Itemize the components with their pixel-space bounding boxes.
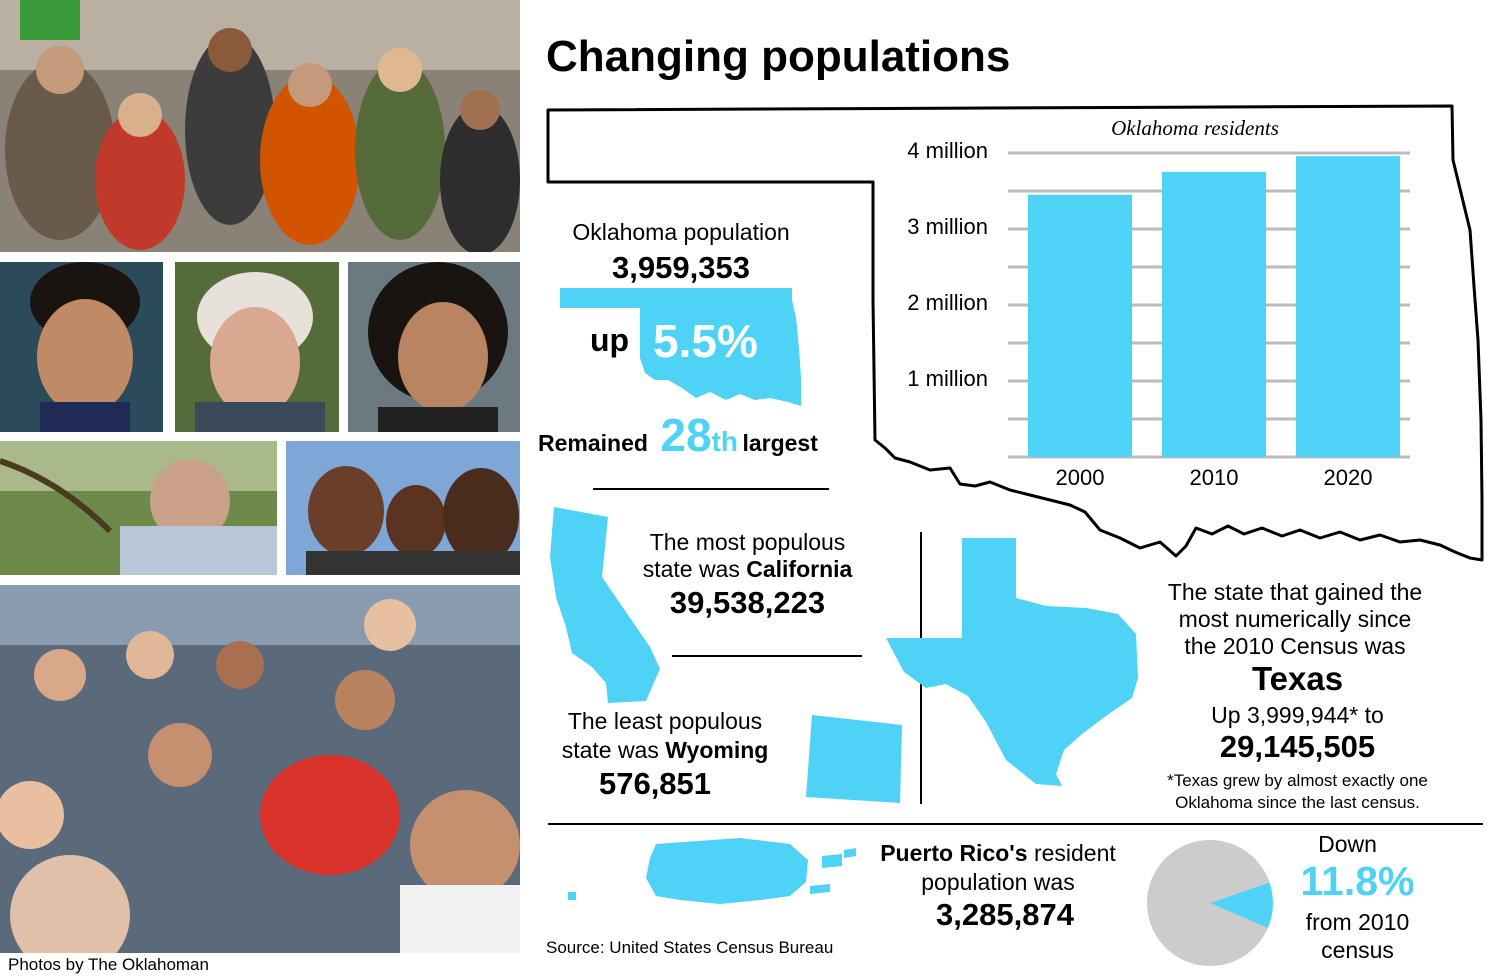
puerto-rico-population: 3,285,874 [936, 897, 1074, 932]
divider-under-oklahoma [593, 488, 829, 490]
pie-slice-decline [1210, 882, 1273, 929]
photo-children-cheering [286, 441, 520, 575]
puerto-rico-line1-post: resident [1027, 840, 1116, 866]
photo-crowd [0, 0, 520, 252]
rank-suffix: th [711, 426, 738, 457]
texas-line2: most numerically since [1178, 606, 1412, 632]
bar-2000 [1028, 194, 1132, 457]
oklahoma-up-word: up [590, 322, 630, 358]
california-line2-prefix: state was [642, 556, 747, 582]
y-tick-label: 2 million [907, 290, 988, 315]
texas-line3: the 2010 Census was [1184, 633, 1406, 659]
california-name: California [746, 556, 853, 582]
oklahoma-rank: Remained 28th largest [538, 408, 818, 462]
wyoming-name: Wyoming [665, 737, 769, 763]
oklahoma-population-value: 3,959,353 [612, 250, 750, 285]
pr-change-down: Down [1318, 831, 1377, 857]
chart-title: Oklahoma residents [1111, 116, 1279, 140]
x-tick-label: 2020 [1323, 465, 1373, 490]
texas-note-line1: *Texas grew by almost exactly one [1167, 771, 1428, 790]
texas-line1: The state that gained the [1167, 579, 1423, 605]
texas-name: Texas [1251, 660, 1344, 697]
photo-credit: Photos by The Oklahoman [8, 955, 209, 974]
california-shape-icon [550, 507, 660, 703]
rank-postfix: largest [742, 430, 818, 456]
photo-older-man [175, 262, 339, 432]
puerto-rico-change-pie [1147, 840, 1273, 966]
oklahoma-population-label: Oklahoma population [572, 219, 790, 245]
pr-change-from1: from 2010 [1305, 909, 1410, 935]
photo-man-tree [0, 441, 277, 575]
puerto-rico-line2: population was [921, 869, 1075, 895]
puerto-rico-name: Puerto Rico's [880, 840, 1028, 866]
wyoming-shape-icon [806, 715, 902, 803]
wyoming-line1: The least populous [567, 708, 763, 734]
rank-prefix: Remained [538, 430, 648, 456]
y-tick-label: 1 million [907, 366, 988, 391]
bar-2020 [1296, 156, 1400, 457]
texas-note-line2: Oklahoma since the last census. [1175, 793, 1420, 812]
puerto-rico-shape-icon [568, 838, 856, 904]
photo-young-woman [348, 262, 520, 432]
x-tick-label: 2010 [1189, 465, 1239, 490]
x-tick-label: 2000 [1055, 465, 1105, 490]
y-tick-label: 4 million [907, 138, 988, 163]
page-title: Changing populations [546, 32, 1011, 81]
y-tick-label: 3 million [907, 214, 988, 239]
divider-above-puerto-rico [548, 823, 1483, 825]
pr-change-value: 11.8% [1300, 858, 1415, 904]
pie-slice-remaining [1147, 840, 1270, 966]
oklahoma-shape-icon [560, 288, 801, 406]
puerto-rico-line1: Puerto Rico's resident [858, 838, 1138, 868]
oklahoma-change-value: 5.5% [653, 315, 758, 367]
photo-classroom-children [0, 585, 520, 953]
divider-california-wyoming [672, 655, 862, 657]
texas-shape-icon [886, 538, 1138, 786]
wyoming-population: 576,851 [598, 766, 712, 801]
texas-gain: Up 3,999,944* to [1211, 702, 1384, 728]
california-population: 39,538,223 [669, 585, 826, 620]
wyoming-line2-prefix: state was [561, 737, 666, 763]
bar-2010 [1162, 171, 1266, 457]
california-line1: The most populous [649, 529, 846, 555]
texas-population: 29,145,505 [1219, 729, 1376, 764]
source-note: Source: United States Census Bureau [546, 938, 834, 957]
rank-number: 28 [660, 409, 712, 461]
california-line2: state was California [620, 554, 875, 584]
pr-change-from2: census [1321, 937, 1394, 963]
photo-woman-portrait [0, 262, 163, 432]
wyoming-line2: state was Wyoming [540, 735, 790, 765]
